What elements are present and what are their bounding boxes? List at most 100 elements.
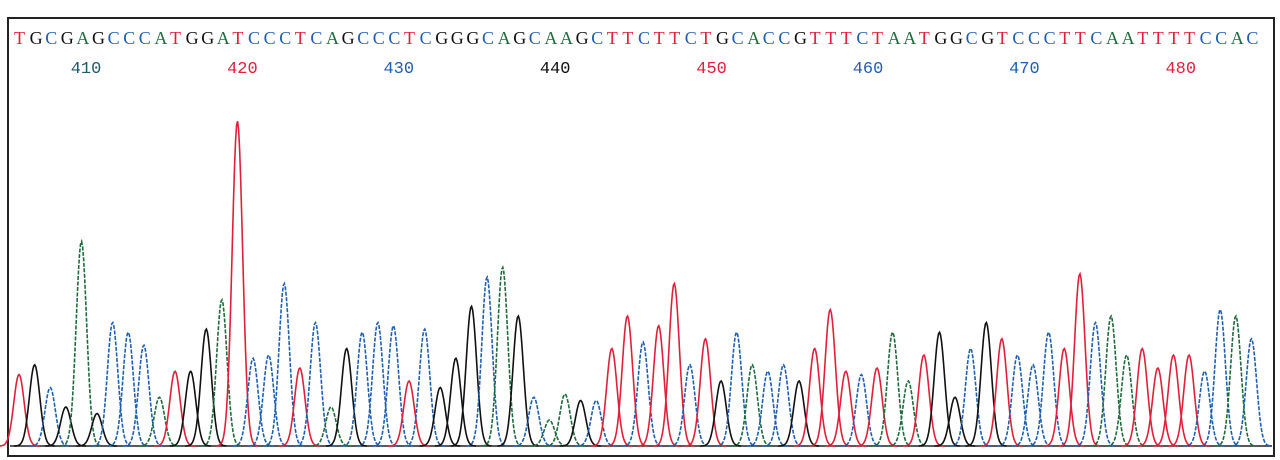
trace-peak	[762, 363, 804, 447]
trace-peak	[169, 370, 211, 447]
trace-peak	[356, 320, 398, 447]
trace-peak	[1136, 366, 1179, 447]
trace-peak	[76, 412, 118, 447]
trace-peak	[372, 324, 414, 447]
base-call: G	[201, 28, 214, 48]
base-call: T	[1184, 28, 1195, 48]
base-call: T	[654, 28, 665, 48]
base-call: C	[1215, 28, 1227, 48]
base-call: G	[92, 28, 105, 48]
trace-peak	[263, 281, 305, 447]
base-call: G	[342, 28, 355, 48]
frame	[7, 17, 1275, 457]
trace-peak	[731, 363, 773, 447]
trace-peak	[45, 406, 86, 447]
base-call: C	[279, 28, 291, 48]
trace-peak	[0, 373, 40, 447]
trace-peak	[294, 320, 336, 447]
base-call: T	[997, 28, 1008, 48]
base-call: G	[794, 28, 807, 48]
base-call: C	[966, 28, 978, 48]
trace-peak	[29, 386, 71, 447]
trace-peak	[325, 347, 367, 447]
trace-peak	[856, 366, 898, 447]
trace-peak	[403, 327, 445, 447]
base-call: C	[264, 28, 276, 48]
base-call: T	[1153, 28, 1164, 48]
trace-peak	[653, 281, 695, 447]
base-call: C	[310, 28, 322, 48]
base-call: A	[76, 28, 89, 48]
trace-peak	[637, 324, 679, 447]
trace-peak	[388, 379, 430, 447]
trace-peak	[1012, 363, 1054, 447]
base-call: C	[1012, 28, 1024, 48]
base-call: T	[669, 28, 680, 48]
base-call: A	[217, 28, 230, 48]
trace-peak	[715, 330, 757, 447]
position-label: 480	[1165, 60, 1196, 79]
trace-peak	[450, 304, 492, 447]
trace-peak	[278, 366, 321, 447]
trace-peak	[1152, 353, 1194, 447]
base-call: T	[170, 28, 181, 48]
trace-peak	[1090, 314, 1132, 447]
trace-peak	[60, 238, 102, 447]
base-call: C	[420, 28, 432, 48]
base-call: T	[404, 28, 415, 48]
trace-peak	[13, 363, 55, 447]
base-call: A	[903, 28, 916, 48]
trace-peak	[575, 399, 617, 447]
base-call: G	[950, 28, 963, 48]
base-call: A	[326, 28, 339, 48]
base-call: T	[1137, 28, 1148, 48]
trace-peak	[466, 274, 508, 447]
base-call: C	[482, 28, 494, 48]
base-call: T	[1075, 28, 1086, 48]
base-call: A	[1231, 28, 1244, 48]
base-call: C	[778, 28, 790, 48]
base-call: T	[232, 28, 243, 48]
trace-peak	[434, 356, 477, 447]
base-call: C	[388, 28, 400, 48]
trace-peak	[1168, 353, 1210, 447]
base-call: T	[295, 28, 306, 48]
trace-peak	[684, 337, 726, 447]
trace-peak	[419, 386, 461, 447]
base-call: G	[30, 28, 43, 48]
trace-peak	[949, 347, 991, 447]
base-call: A	[1106, 28, 1119, 48]
position-label: 460	[853, 60, 884, 79]
base-call: T	[872, 28, 883, 48]
trace-peak	[247, 353, 289, 447]
trace-peak	[778, 379, 820, 447]
trace-peak	[606, 314, 648, 447]
position-label: 420	[227, 60, 258, 79]
position-label: 450	[696, 60, 727, 79]
trace-peak	[980, 337, 1022, 447]
base-call: G	[716, 28, 729, 48]
base-call: C	[732, 28, 744, 48]
base-call: C	[45, 28, 57, 48]
base-call: G	[435, 28, 448, 48]
trace-peak	[544, 392, 586, 447]
base-call: T	[810, 28, 821, 48]
base-call: G	[61, 28, 74, 48]
trace-peak	[341, 330, 383, 447]
base-call: C	[1028, 28, 1040, 48]
base-call: C	[1200, 28, 1212, 48]
base-call: C	[1090, 28, 1102, 48]
trace-peak	[934, 396, 976, 447]
position-label: 470	[1009, 60, 1040, 79]
base-call: G	[513, 28, 526, 48]
base-call: C	[108, 28, 120, 48]
base-call: C	[638, 28, 650, 48]
base-call: C	[357, 28, 369, 48]
trace-peak	[887, 379, 929, 447]
trace-peak	[996, 353, 1038, 447]
trace-peak	[232, 356, 274, 447]
base-call: C	[123, 28, 135, 48]
base-call: C	[856, 28, 868, 48]
base-call: T	[1168, 28, 1179, 48]
trace-peak	[122, 343, 164, 447]
